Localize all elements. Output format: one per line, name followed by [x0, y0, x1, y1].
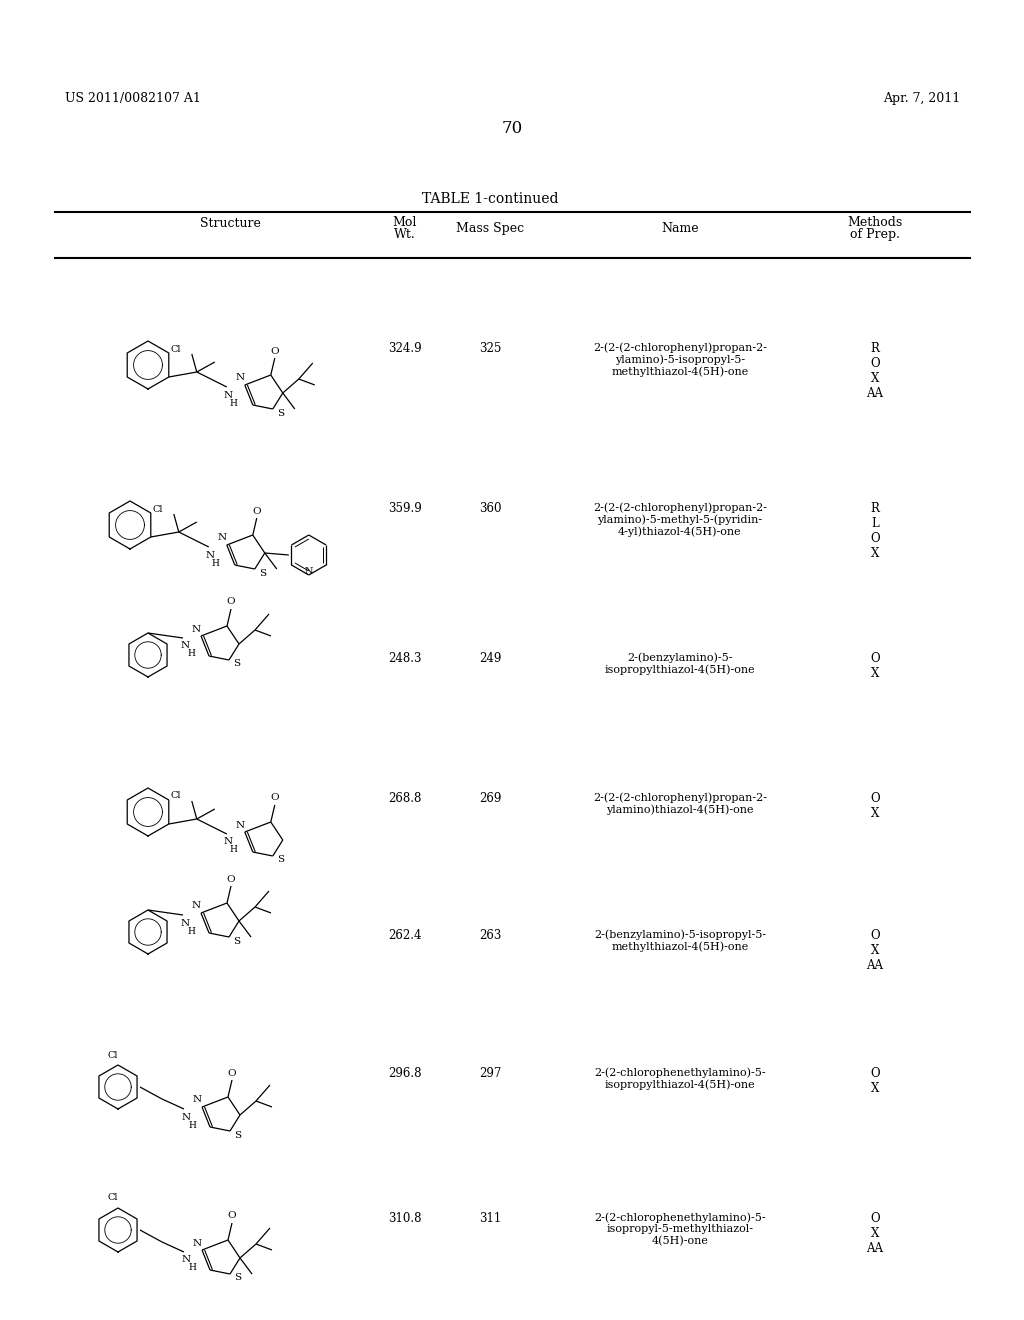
Text: H: H	[188, 1121, 196, 1130]
Text: R
O
X
AA: R O X AA	[866, 342, 884, 400]
Text: N: N	[191, 624, 201, 634]
Text: Name: Name	[662, 222, 698, 235]
Text: O: O	[227, 1068, 237, 1077]
Text: 325: 325	[479, 342, 501, 355]
Text: US 2011/0082107 A1: US 2011/0082107 A1	[65, 92, 201, 106]
Text: 310.8: 310.8	[388, 1212, 422, 1225]
Text: Apr. 7, 2011: Apr. 7, 2011	[883, 92, 961, 106]
Text: 324.9: 324.9	[388, 342, 422, 355]
Text: 268.8: 268.8	[388, 792, 422, 805]
Text: O
X: O X	[870, 652, 880, 680]
Text: Wt.: Wt.	[394, 228, 416, 242]
Text: Cl: Cl	[153, 504, 163, 513]
Text: N: N	[236, 374, 245, 383]
Text: Cl: Cl	[108, 1193, 118, 1203]
Text: H: H	[212, 558, 220, 568]
Text: N: N	[217, 533, 226, 543]
Text: O
X
AA: O X AA	[866, 929, 884, 972]
Text: TABLE 1-continued: TABLE 1-continued	[422, 191, 558, 206]
Text: O: O	[226, 598, 236, 606]
Text: O: O	[227, 1212, 237, 1221]
Text: H: H	[187, 649, 195, 659]
Text: O: O	[253, 507, 261, 516]
Text: 2-(2-(2-chlorophenyl)propan-2-
ylamino)thiazol-4(5H)-one: 2-(2-(2-chlorophenyl)propan-2- ylamino)t…	[593, 792, 767, 814]
Text: H: H	[229, 846, 238, 854]
Text: Mass Spec: Mass Spec	[456, 222, 524, 235]
Text: S: S	[278, 855, 285, 865]
Text: Structure: Structure	[200, 216, 260, 230]
Text: 2-(benzylamino)-5-isopropyl-5-
methylthiazol-4(5H)-one: 2-(benzylamino)-5-isopropyl-5- methylthi…	[594, 929, 766, 952]
Text: O: O	[270, 346, 280, 355]
Text: N: N	[193, 1238, 202, 1247]
Text: S: S	[278, 408, 285, 417]
Text: 296.8: 296.8	[388, 1067, 422, 1080]
Text: Mol: Mol	[393, 216, 417, 228]
Text: O: O	[226, 874, 236, 883]
Text: 249: 249	[479, 652, 501, 665]
Text: Cl: Cl	[108, 1051, 118, 1060]
Text: 70: 70	[502, 120, 522, 137]
Text: S: S	[233, 660, 241, 668]
Text: 360: 360	[479, 502, 502, 515]
Text: O
X: O X	[870, 792, 880, 820]
Text: N: N	[191, 902, 201, 911]
Text: N: N	[223, 837, 232, 846]
Text: 269: 269	[479, 792, 501, 805]
Text: Methods: Methods	[848, 216, 902, 228]
Text: 2-(2-(2-chlorophenyl)propan-2-
ylamino)-5-isopropyl-5-
methylthiazol-4(5H)-one: 2-(2-(2-chlorophenyl)propan-2- ylamino)-…	[593, 342, 767, 378]
Text: 248.3: 248.3	[388, 652, 422, 665]
Text: H: H	[187, 927, 195, 936]
Text: S: S	[233, 936, 241, 945]
Text: N: N	[180, 919, 189, 928]
Text: N: N	[236, 821, 245, 829]
Text: S: S	[234, 1274, 242, 1283]
Text: R
L
O
X: R L O X	[870, 502, 880, 560]
Text: of Prep.: of Prep.	[850, 228, 900, 242]
Text: O
X
AA: O X AA	[866, 1212, 884, 1255]
Text: 359.9: 359.9	[388, 502, 422, 515]
Text: 2-(benzylamino)-5-
isopropylthiazol-4(5H)-one: 2-(benzylamino)-5- isopropylthiazol-4(5H…	[605, 652, 756, 675]
Text: S: S	[259, 569, 266, 578]
Text: N: N	[193, 1096, 202, 1105]
Text: H: H	[188, 1263, 196, 1272]
Text: 297: 297	[479, 1067, 501, 1080]
Text: 2-(2-(2-chlorophenyl)propan-2-
ylamino)-5-methyl-5-(pyridin-
4-yl)thiazol-4(5H)-: 2-(2-(2-chlorophenyl)propan-2- ylamino)-…	[593, 502, 767, 537]
Text: N: N	[180, 642, 189, 651]
Text: 311: 311	[479, 1212, 501, 1225]
Text: S: S	[234, 1130, 242, 1139]
Text: 2-(2-chlorophenethylamino)-5-
isopropyl-5-methylthiazol-
4(5H)-one: 2-(2-chlorophenethylamino)-5- isopropyl-…	[594, 1212, 766, 1246]
Text: O
X: O X	[870, 1067, 880, 1096]
Text: Cl: Cl	[170, 792, 181, 800]
Text: N: N	[205, 550, 214, 560]
Text: Cl: Cl	[170, 345, 181, 354]
Text: H: H	[229, 399, 238, 408]
Text: O: O	[270, 793, 280, 803]
Text: 263: 263	[479, 929, 501, 942]
Text: N: N	[181, 1255, 190, 1265]
Text: 2-(2-chlorophenethylamino)-5-
isopropylthiazol-4(5H)-one: 2-(2-chlorophenethylamino)-5- isopropylt…	[594, 1067, 766, 1090]
Text: N: N	[304, 568, 313, 577]
Text: N: N	[181, 1113, 190, 1122]
Text: 262.4: 262.4	[388, 929, 422, 942]
Text: N: N	[223, 391, 232, 400]
